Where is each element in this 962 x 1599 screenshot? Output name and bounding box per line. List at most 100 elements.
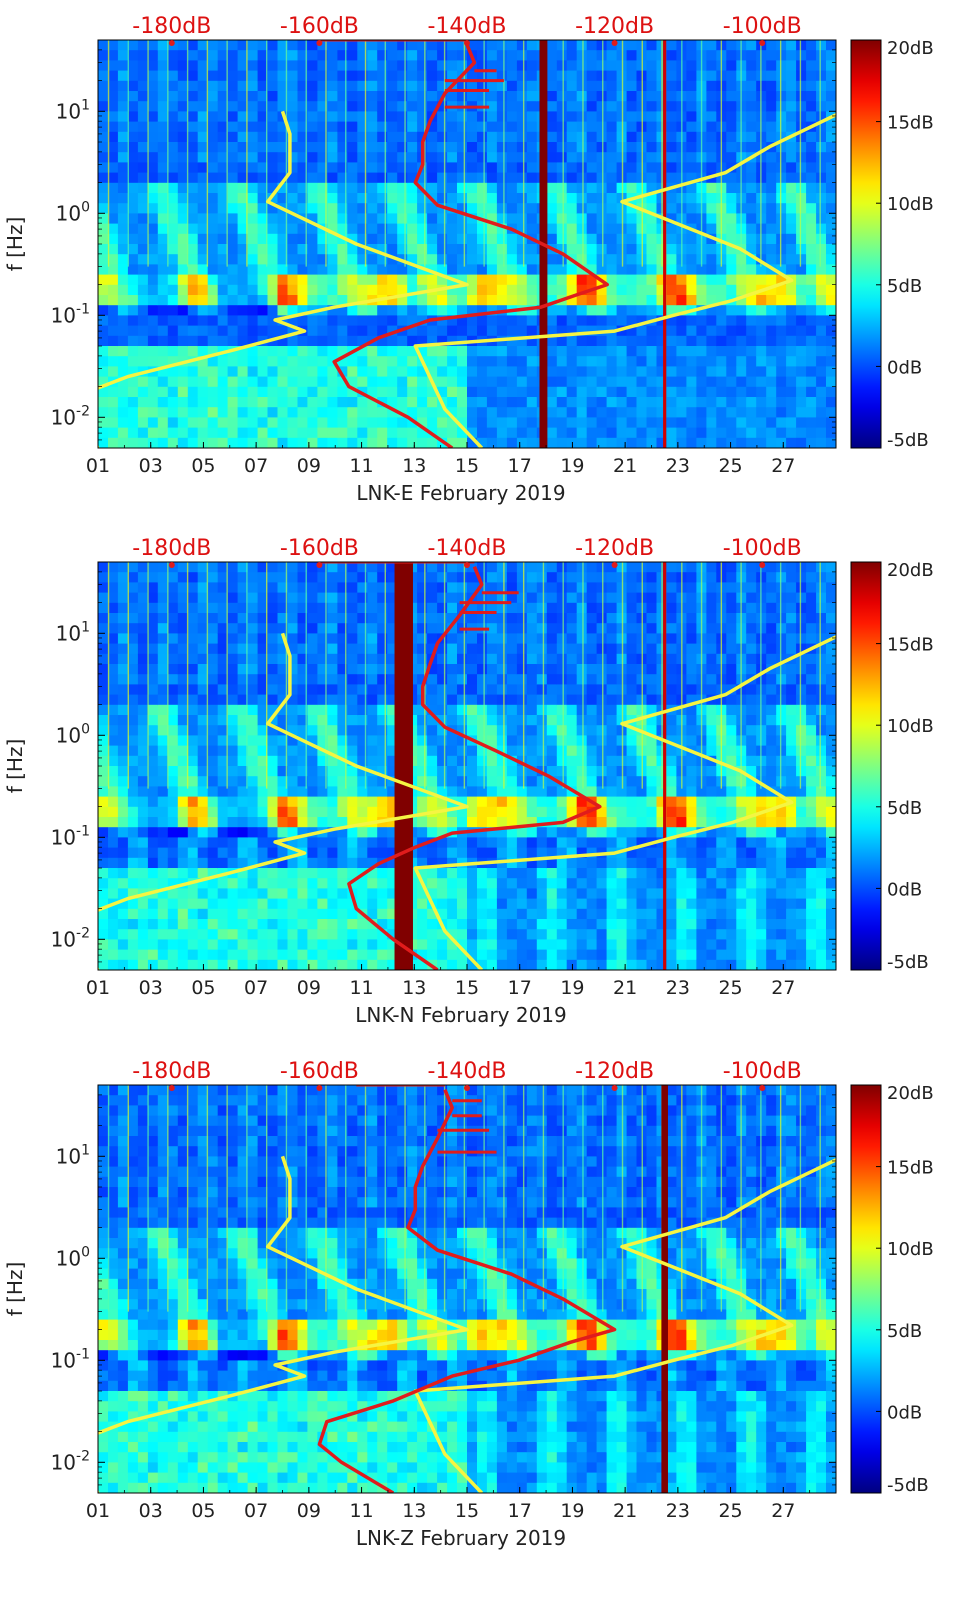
event-band bbox=[394, 562, 413, 970]
station-noise-curve bbox=[317, 1089, 617, 1493]
y-tick-label: 10-1 bbox=[51, 1346, 90, 1372]
x-tick-label: 11 bbox=[349, 1500, 373, 1522]
x-tick-label: 09 bbox=[297, 977, 321, 999]
spectrogram-image bbox=[98, 40, 836, 448]
x-tick-label: 17 bbox=[508, 1500, 532, 1522]
x-tick-label: 07 bbox=[244, 977, 268, 999]
x-tick-label: 27 bbox=[771, 977, 795, 999]
y-tick-label: 101 bbox=[56, 619, 90, 645]
x-tick-label: 07 bbox=[244, 1500, 268, 1522]
top-axis-tick-label: -120dB bbox=[575, 1059, 654, 1084]
colorbar-tick-label: 10dB bbox=[887, 194, 934, 215]
station-noise-curve bbox=[332, 44, 609, 448]
y-tick-label: 10-1 bbox=[51, 823, 90, 849]
x-tick-label: 19 bbox=[560, 1500, 584, 1522]
x-tick-label: 15 bbox=[455, 1500, 479, 1522]
x-tick-label: 01 bbox=[86, 977, 110, 999]
colorbar-tick-label: 15dB bbox=[887, 635, 934, 656]
top-axis-tick-label: -100dB bbox=[723, 14, 802, 39]
x-tick-label: 23 bbox=[666, 455, 690, 477]
x-tick-label: 05 bbox=[191, 455, 215, 477]
x-tick-label: 27 bbox=[771, 1500, 795, 1522]
colorbar-tick-label: 0dB bbox=[887, 1402, 922, 1423]
colorbar-tick-label: 20dB bbox=[887, 38, 934, 59]
x-axis-label: LNK-N February 2019 bbox=[355, 1003, 567, 1027]
x-tick-label: 09 bbox=[297, 455, 321, 477]
y-tick-label: 100 bbox=[56, 1244, 90, 1270]
x-tick-label: 09 bbox=[297, 1500, 321, 1522]
x-tick-label: 03 bbox=[139, 977, 163, 999]
colorbar-tick-label: 0dB bbox=[887, 357, 922, 378]
event-band bbox=[661, 1085, 668, 1493]
y-tick-label: 100 bbox=[56, 199, 90, 225]
x-tick-label: 03 bbox=[139, 1500, 163, 1522]
colorbar-tick-label: 0dB bbox=[887, 879, 922, 900]
y-tick-label: 10-2 bbox=[51, 403, 90, 429]
x-tick-label: 01 bbox=[86, 455, 110, 477]
top-axis-tick-label: -160dB bbox=[280, 1059, 359, 1084]
colorbar-tick-label: 5dB bbox=[887, 798, 922, 819]
colorbar-tick-label: 20dB bbox=[887, 1083, 934, 1104]
x-tick-label: 25 bbox=[718, 455, 742, 477]
colorbar-tick-label: 5dB bbox=[887, 276, 922, 297]
y-tick-label: 10-2 bbox=[51, 925, 90, 951]
spectrogram-panel-1: 01 03 05 07 09 11 13 15 17 19 21 23 25 27 LNK-E Februa… bbox=[3, 14, 934, 505]
x-tick-label: 15 bbox=[455, 977, 479, 999]
noise-model-high-curve bbox=[413, 1157, 836, 1493]
x-tick-label: 01 bbox=[86, 1500, 110, 1522]
colorbar-tick-label: 10dB bbox=[887, 1239, 934, 1260]
y-tick-label: 10-2 bbox=[51, 1448, 90, 1474]
x-tick-label: 23 bbox=[666, 977, 690, 999]
x-tick-label: 19 bbox=[560, 977, 584, 999]
top-axis-tick-label: -120dB bbox=[575, 536, 654, 561]
x-tick-label: 13 bbox=[402, 977, 426, 999]
x-tick-label: 17 bbox=[508, 455, 532, 477]
spectrogram-image bbox=[98, 562, 836, 970]
top-axis-tick-label: -140dB bbox=[428, 14, 507, 39]
top-axis-tick-label: -180dB bbox=[132, 1059, 211, 1084]
top-axis-tick-label: -160dB bbox=[280, 536, 359, 561]
y-axis-label: f [Hz] bbox=[3, 1262, 27, 1317]
top-axis-tick-label: -120dB bbox=[575, 14, 654, 39]
x-tick-label: 13 bbox=[402, 455, 426, 477]
noise-model-high-curve bbox=[413, 634, 836, 970]
x-tick-label: 17 bbox=[508, 977, 532, 999]
top-axis-tick-label: -160dB bbox=[280, 14, 359, 39]
x-tick-label: 25 bbox=[718, 1500, 742, 1522]
y-tick-label: 101 bbox=[56, 97, 90, 123]
colorbar-tick-label: 10dB bbox=[887, 716, 934, 737]
top-axis-tick-label: -100dB bbox=[723, 1059, 802, 1084]
x-tick-label: 25 bbox=[718, 977, 742, 999]
top-axis-tick-label: -180dB bbox=[132, 14, 211, 39]
y-axis-label: f [Hz] bbox=[3, 217, 27, 272]
x-axis-label: LNK-Z February 2019 bbox=[356, 1526, 566, 1550]
colorbar-tick-label: -5dB bbox=[887, 430, 929, 451]
y-tick-label: 100 bbox=[56, 721, 90, 747]
noise-model-low-curve bbox=[98, 1155, 469, 1493]
y-axis-label: f [Hz] bbox=[3, 739, 27, 794]
x-tick-label: 03 bbox=[139, 455, 163, 477]
noise-model-low-curve bbox=[98, 110, 469, 448]
x-tick-label: 21 bbox=[613, 455, 637, 477]
x-tick-label: 23 bbox=[666, 1500, 690, 1522]
colorbar-tick-label: 15dB bbox=[887, 113, 934, 134]
colorbar-tick-label: -5dB bbox=[887, 952, 929, 973]
x-tick-label: 11 bbox=[349, 455, 373, 477]
x-tick-label: 05 bbox=[191, 977, 215, 999]
colorbar-tick-label: 20dB bbox=[887, 560, 934, 581]
top-axis-tick-label: -140dB bbox=[428, 1059, 507, 1084]
x-tick-label: 07 bbox=[244, 455, 268, 477]
station-noise-curve bbox=[347, 566, 602, 970]
colorbar-tick-label: 5dB bbox=[887, 1321, 922, 1342]
top-axis-tick-label: -140dB bbox=[428, 536, 507, 561]
colorbar bbox=[850, 561, 882, 971]
y-tick-label: 10-1 bbox=[51, 301, 90, 327]
spectrogram-panel-2: 01 03 05 07 09 11 13 15 17 19 21 23 25 27 LNK-N Februa… bbox=[3, 536, 934, 1027]
spectrogram-panel-3: 01 03 05 07 09 11 13 15 17 19 21 23 25 27 LNK-Z Februa… bbox=[3, 1059, 934, 1550]
x-tick-label: 15 bbox=[455, 455, 479, 477]
x-axis-label: LNK-E February 2019 bbox=[356, 481, 565, 505]
x-tick-label: 21 bbox=[613, 977, 637, 999]
event-band bbox=[663, 40, 667, 448]
x-tick-label: 05 bbox=[191, 1500, 215, 1522]
